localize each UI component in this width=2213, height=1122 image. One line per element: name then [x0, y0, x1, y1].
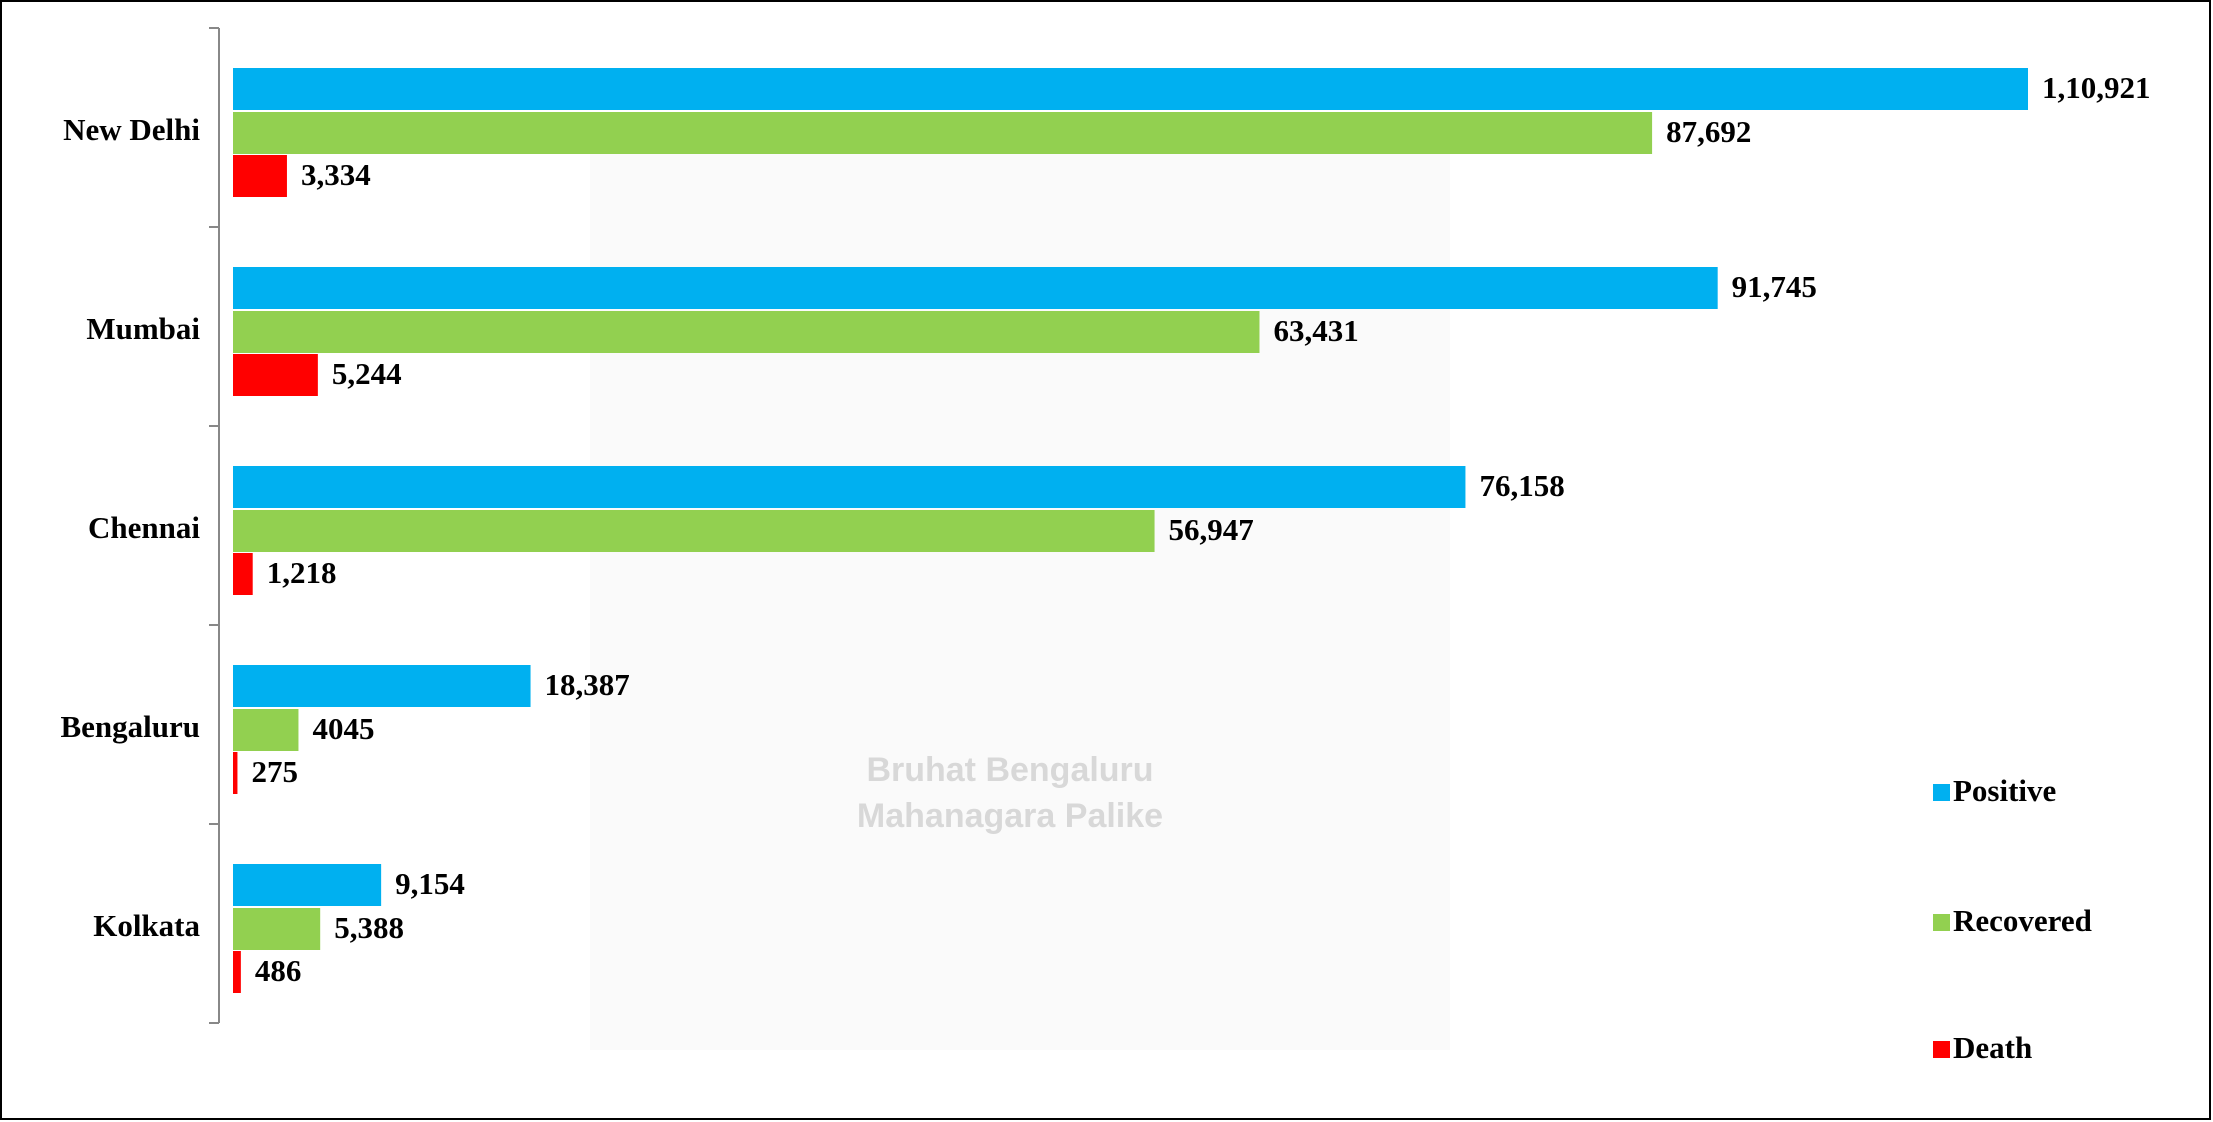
bar [233, 908, 320, 950]
legend-swatch [1933, 1041, 1950, 1058]
value-label: 486 [255, 953, 302, 988]
chart: Bruhat Bengaluru Mahanagara Palike New D… [0, 0, 2213, 1122]
value-label: 1,218 [267, 555, 337, 590]
value-label: 3,334 [301, 157, 371, 192]
value-label: 91,745 [1732, 269, 1817, 304]
legend-label: Recovered [1953, 903, 2092, 938]
bar [233, 112, 1652, 154]
legend-swatch [1933, 914, 1950, 931]
watermark-line: Mahanagara Palike [857, 797, 1163, 835]
legend-label: Death [1953, 1030, 2032, 1065]
value-label: 87,692 [1666, 114, 1751, 149]
category-label: Chennai [88, 510, 200, 545]
category-label: Kolkata [93, 908, 200, 943]
bar [233, 267, 1718, 309]
value-label: 4045 [312, 711, 374, 746]
bar [233, 665, 531, 707]
bar [233, 864, 381, 906]
bar [233, 951, 241, 993]
category-label: New Delhi [63, 112, 200, 147]
value-label: 275 [251, 754, 298, 789]
bar [233, 311, 1259, 353]
value-label: 18,387 [545, 667, 630, 702]
bar [233, 68, 2028, 110]
bar [233, 752, 237, 794]
value-label: 5,244 [332, 356, 402, 391]
bar [233, 155, 287, 197]
value-label: 63,431 [1273, 313, 1358, 348]
value-label: 1,10,921 [2042, 70, 2151, 105]
legend-label: Positive [1953, 773, 2056, 808]
value-label: 56,947 [1169, 512, 1254, 547]
bar [233, 354, 318, 396]
bar [233, 553, 253, 595]
value-label: 9,154 [395, 866, 465, 901]
watermark-line: Bruhat Bengaluru [866, 751, 1153, 789]
bar [233, 466, 1465, 508]
value-label: 5,388 [334, 910, 404, 945]
legend-swatch [1933, 784, 1950, 801]
bar [233, 510, 1155, 552]
category-label: Bengaluru [60, 709, 200, 744]
value-label: 76,158 [1479, 468, 1564, 503]
category-label: Mumbai [86, 311, 200, 346]
bar [233, 709, 298, 751]
